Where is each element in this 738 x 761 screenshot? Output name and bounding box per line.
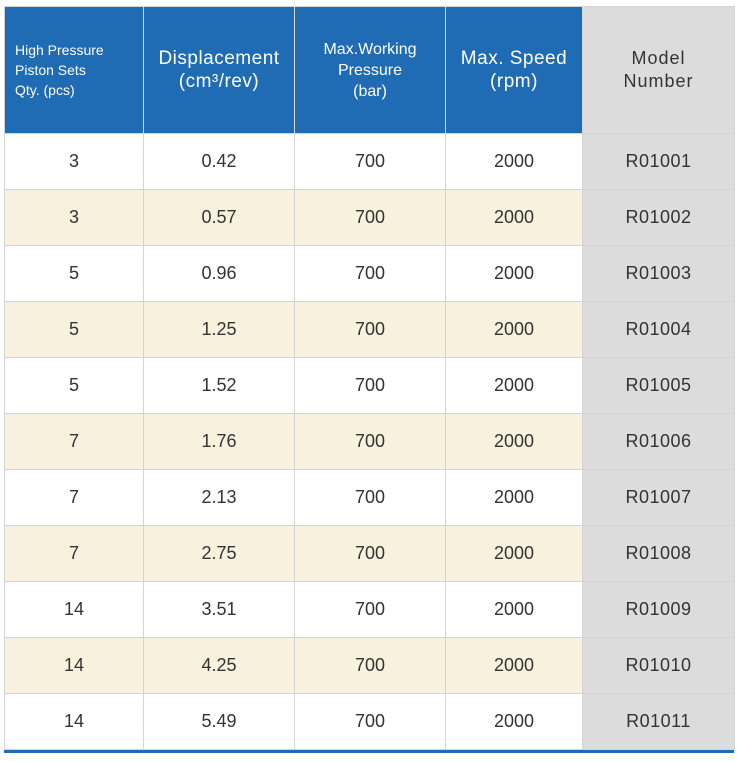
cell-model-number: R01007 [582, 469, 735, 526]
cell-displacement: 1.76 [143, 413, 295, 470]
cell-max-working-pressure: 700 [294, 525, 446, 582]
cell-displacement: 0.42 [143, 133, 295, 190]
cell-piston-sets-qty: 7 [4, 525, 144, 582]
cell-displacement: 0.57 [143, 189, 295, 246]
cell-model-number: R01005 [582, 357, 735, 414]
cell-displacement: 1.52 [143, 357, 295, 414]
table-row: 3 0.42 700 2000 R01001 [4, 133, 735, 190]
header-model-number: Model Number [582, 6, 735, 134]
cell-max-speed: 2000 [445, 581, 583, 638]
cell-max-working-pressure: 700 [294, 581, 446, 638]
cell-piston-sets-qty: 3 [4, 189, 144, 246]
cell-max-speed: 2000 [445, 525, 583, 582]
cell-model-number: R01004 [582, 301, 735, 358]
cell-model-number: R01008 [582, 525, 735, 582]
cell-max-speed: 2000 [445, 301, 583, 358]
cell-max-working-pressure: 700 [294, 413, 446, 470]
header-model-number-label: Model Number [623, 48, 694, 91]
cell-model-number: R01011 [582, 693, 735, 750]
table-row: 14 4.25 700 2000 R01010 [4, 637, 735, 694]
table-row: 5 0.96 700 2000 R01003 [4, 245, 735, 302]
table-bottom-rule [4, 750, 734, 753]
cell-max-speed: 2000 [445, 469, 583, 526]
cell-displacement: 3.51 [143, 581, 295, 638]
cell-max-working-pressure: 700 [294, 245, 446, 302]
cell-model-number: R01009 [582, 581, 735, 638]
cell-max-working-pressure: 700 [294, 357, 446, 414]
header-max-speed-label: Max. Speed (rpm) [460, 48, 568, 92]
cell-max-working-pressure: 700 [294, 637, 446, 694]
table-row: 7 2.75 700 2000 R01008 [4, 525, 735, 582]
header-piston-sets-qty: High Pressure Piston Sets Qty. (pcs) [4, 6, 144, 134]
cell-piston-sets-qty: 7 [4, 413, 144, 470]
cell-displacement: 5.49 [143, 693, 295, 750]
cell-max-speed: 2000 [445, 189, 583, 246]
table-row: 14 3.51 700 2000 R01009 [4, 581, 735, 638]
cell-piston-sets-qty: 5 [4, 245, 144, 302]
header-displacement: Displacement (cm³/rev) [143, 6, 295, 134]
table-row: 5 1.25 700 2000 R01004 [4, 301, 735, 358]
cell-displacement: 1.25 [143, 301, 295, 358]
cell-max-speed: 2000 [445, 245, 583, 302]
cell-model-number: R01003 [582, 245, 735, 302]
cell-piston-sets-qty: 14 [4, 581, 144, 638]
cell-displacement: 2.13 [143, 469, 295, 526]
cell-model-number: R01001 [582, 133, 735, 190]
header-piston-sets-qty-label: High Pressure Piston Sets Qty. (pcs) [15, 42, 104, 98]
spec-table: High Pressure Piston Sets Qty. (pcs) Dis… [4, 6, 735, 750]
cell-displacement: 2.75 [143, 525, 295, 582]
table-row: 7 1.76 700 2000 R01006 [4, 413, 735, 470]
cell-max-speed: 2000 [445, 413, 583, 470]
table-row: 7 2.13 700 2000 R01007 [4, 469, 735, 526]
cell-piston-sets-qty: 3 [4, 133, 144, 190]
header-max-working-pressure: Max.Working Pressure (bar) [294, 6, 446, 134]
header-max-speed: Max. Speed (rpm) [445, 6, 583, 134]
table-row: 5 1.52 700 2000 R01005 [4, 357, 735, 414]
cell-max-speed: 2000 [445, 637, 583, 694]
header-row: High Pressure Piston Sets Qty. (pcs) Dis… [4, 6, 735, 134]
cell-max-speed: 2000 [445, 693, 583, 750]
cell-max-working-pressure: 700 [294, 469, 446, 526]
cell-model-number: R01002 [582, 189, 735, 246]
cell-model-number: R01010 [582, 637, 735, 694]
cell-max-working-pressure: 700 [294, 301, 446, 358]
cell-piston-sets-qty: 14 [4, 693, 144, 750]
cell-max-speed: 2000 [445, 357, 583, 414]
cell-model-number: R01006 [582, 413, 735, 470]
cell-displacement: 0.96 [143, 245, 295, 302]
cell-max-working-pressure: 700 [294, 693, 446, 750]
spec-table-wrapper: High Pressure Piston Sets Qty. (pcs) Dis… [4, 6, 735, 750]
header-displacement-label: Displacement (cm³/rev) [158, 48, 280, 92]
cell-max-working-pressure: 700 [294, 133, 446, 190]
cell-piston-sets-qty: 5 [4, 357, 144, 414]
cell-piston-sets-qty: 7 [4, 469, 144, 526]
table-row: 3 0.57 700 2000 R01002 [4, 189, 735, 246]
cell-max-speed: 2000 [445, 133, 583, 190]
cell-displacement: 4.25 [143, 637, 295, 694]
cell-piston-sets-qty: 5 [4, 301, 144, 358]
header-max-working-pressure-label: Max.Working Pressure (bar) [323, 40, 417, 100]
cell-piston-sets-qty: 14 [4, 637, 144, 694]
cell-max-working-pressure: 700 [294, 189, 446, 246]
table-row: 14 5.49 700 2000 R01011 [4, 693, 735, 750]
